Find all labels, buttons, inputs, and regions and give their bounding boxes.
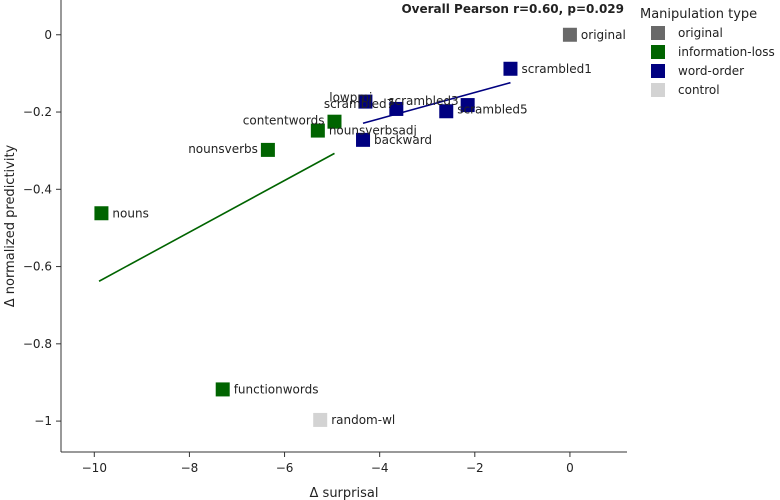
point-nounsverbsadj xyxy=(310,123,325,138)
point-scrambled5 xyxy=(439,104,454,119)
point-label-lowpmi: lowpmi xyxy=(329,91,372,105)
legend-title: Manipulation type xyxy=(640,7,757,22)
x-tick-label: −2 xyxy=(466,461,484,475)
y-tick-label: −0.4 xyxy=(23,182,52,196)
point-label-nounsverbs: nounsverbs xyxy=(188,142,258,156)
point-label-scrambled1: scrambled1 xyxy=(521,62,591,76)
x-tick-label: 0 xyxy=(566,461,574,475)
point-lowpmi xyxy=(358,94,373,109)
point-label-functionwords: functionwords xyxy=(234,382,319,396)
point-original xyxy=(562,27,577,42)
point-label-nouns: nouns xyxy=(112,206,148,220)
legend: Manipulation type original information-lo… xyxy=(640,7,775,97)
point-label-scrambled3: scrambled3 xyxy=(388,94,458,108)
pearson-annotation: Overall Pearson r=0.60, p=0.029 xyxy=(401,2,624,16)
legend-label-information-loss: information-loss xyxy=(678,45,775,59)
information-loss-fit-line xyxy=(98,152,335,282)
point-scrambled7 xyxy=(389,101,404,116)
point-contentwords xyxy=(327,114,342,129)
point-nounsverbs xyxy=(260,142,275,157)
point-random-wl xyxy=(313,412,328,427)
y-tick-label: 0 xyxy=(44,28,52,42)
y-tick-label: −0.2 xyxy=(23,105,52,119)
x-tick-label: −10 xyxy=(82,461,107,475)
axes: −10 −8 −6 −4 −2 0 0 −0.2 −0.4 −0.6 −0.8 −1 xyxy=(23,0,627,475)
point-label-original: original xyxy=(581,28,626,42)
point-scrambled1 xyxy=(503,61,518,76)
point-functionwords xyxy=(215,382,230,397)
y-tick-label: −1 xyxy=(34,414,52,428)
legend-swatch-original xyxy=(651,26,665,40)
legend-label-original: original xyxy=(678,26,723,40)
legend-label-word-order: word-order xyxy=(678,64,744,78)
data-points xyxy=(94,27,577,427)
point-label-random-wl: random-wl xyxy=(331,413,395,427)
point-label-scrambled5: scrambled5 xyxy=(457,102,527,116)
legend-label-control: control xyxy=(678,83,720,97)
x-tick-label: −6 xyxy=(276,461,294,475)
point-label-scrambled7: scrambled7 xyxy=(324,97,394,111)
point-backward xyxy=(356,132,371,147)
point-nouns xyxy=(94,206,109,221)
x-tick-label: −4 xyxy=(371,461,389,475)
point-scrambled3 xyxy=(460,98,475,113)
y-tick-label: −0.6 xyxy=(23,260,52,274)
legend-swatch-word-order xyxy=(651,64,665,78)
legend-swatch-information-loss xyxy=(651,45,665,59)
word-order-fit-line xyxy=(362,81,511,125)
y-tick-label: −0.8 xyxy=(23,337,52,351)
point-label-nounsverbsadj: nounsverbsadj xyxy=(329,124,417,138)
legend-swatch-control xyxy=(651,83,665,97)
point-label-contentwords: contentwords xyxy=(243,114,325,128)
fit-lines xyxy=(98,81,511,282)
point-label-backward: backward xyxy=(374,133,432,147)
x-tick-label: −8 xyxy=(181,461,199,475)
y-axis-title: Δ normalized predictivity xyxy=(3,144,18,307)
x-axis-title: Δ surprisal xyxy=(310,486,379,500)
